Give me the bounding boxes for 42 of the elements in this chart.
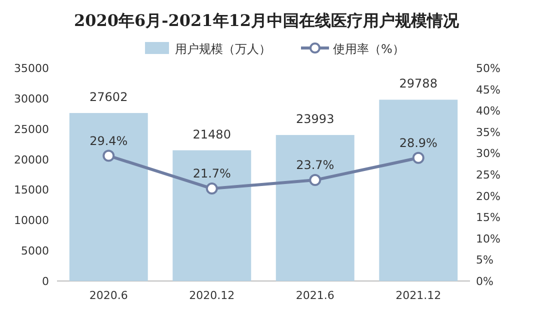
y2-tick-label: 25% (476, 168, 500, 182)
point (309, 174, 322, 186)
y-tick-label: 5000 (21, 244, 49, 258)
y2-tick-label: 0% (476, 275, 494, 288)
data-label: 29788 (399, 76, 438, 91)
y2-tick-label: 45% (476, 83, 500, 96)
x-tick-label: 2020.12 (189, 289, 235, 302)
y2-tick-label: 5% (476, 254, 494, 267)
point (412, 152, 424, 164)
y-tick-label: 0 (42, 275, 49, 288)
y2-tick-label: 40% (476, 104, 500, 118)
y2-tick-label: 30% (476, 147, 500, 160)
bar (379, 100, 458, 281)
point (102, 150, 115, 162)
y-tick-label: 15000 (14, 184, 49, 197)
x-tick-label: 2021.12 (396, 289, 442, 302)
data-label: 21480 (192, 127, 231, 142)
bar (172, 150, 252, 281)
y-tick-label: 35000 (14, 62, 49, 75)
bar (69, 113, 148, 281)
data-label: 21.7% (192, 166, 231, 181)
y-tick-label: 30000 (14, 92, 49, 106)
data-label: 28.9% (399, 136, 438, 150)
data-label: 23.7% (296, 158, 334, 172)
y-tick-label: 20000 (14, 153, 49, 166)
y-tick-label: 25000 (14, 122, 49, 136)
x-tick-label: 2020.6 (89, 289, 128, 302)
data-label: 27602 (90, 90, 128, 104)
bar (276, 134, 354, 281)
y2-tick-label: 20% (476, 190, 500, 203)
legend-label: 用户规模（万人） (175, 42, 271, 56)
y2-tick-label: 50% (476, 62, 500, 75)
data-label: 29.4% (90, 134, 128, 148)
chart-title: 2020年6月-2021年12月中国在线医疗用户规模情况 (74, 11, 460, 30)
legend-label: 使用率（%） (333, 42, 404, 56)
y2-tick-label: 15% (476, 211, 500, 224)
data-label: 23993 (296, 112, 334, 126)
y2-tick-label: 35% (476, 126, 500, 139)
x-tick-label: 2021.6 (296, 289, 334, 302)
point (206, 182, 218, 195)
y-tick-label: 10000 (14, 214, 49, 228)
y2-tick-label: 10% (476, 232, 500, 246)
